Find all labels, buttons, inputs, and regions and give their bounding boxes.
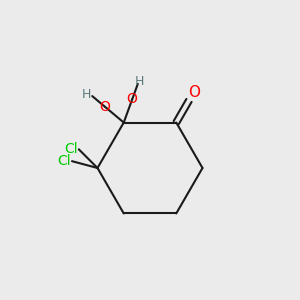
Text: Cl: Cl [58, 154, 71, 168]
Text: Cl: Cl [64, 142, 78, 156]
Text: O: O [188, 85, 200, 100]
Text: H: H [82, 88, 92, 101]
Text: O: O [100, 100, 110, 114]
Text: O: O [127, 92, 138, 106]
Text: H: H [135, 75, 144, 88]
